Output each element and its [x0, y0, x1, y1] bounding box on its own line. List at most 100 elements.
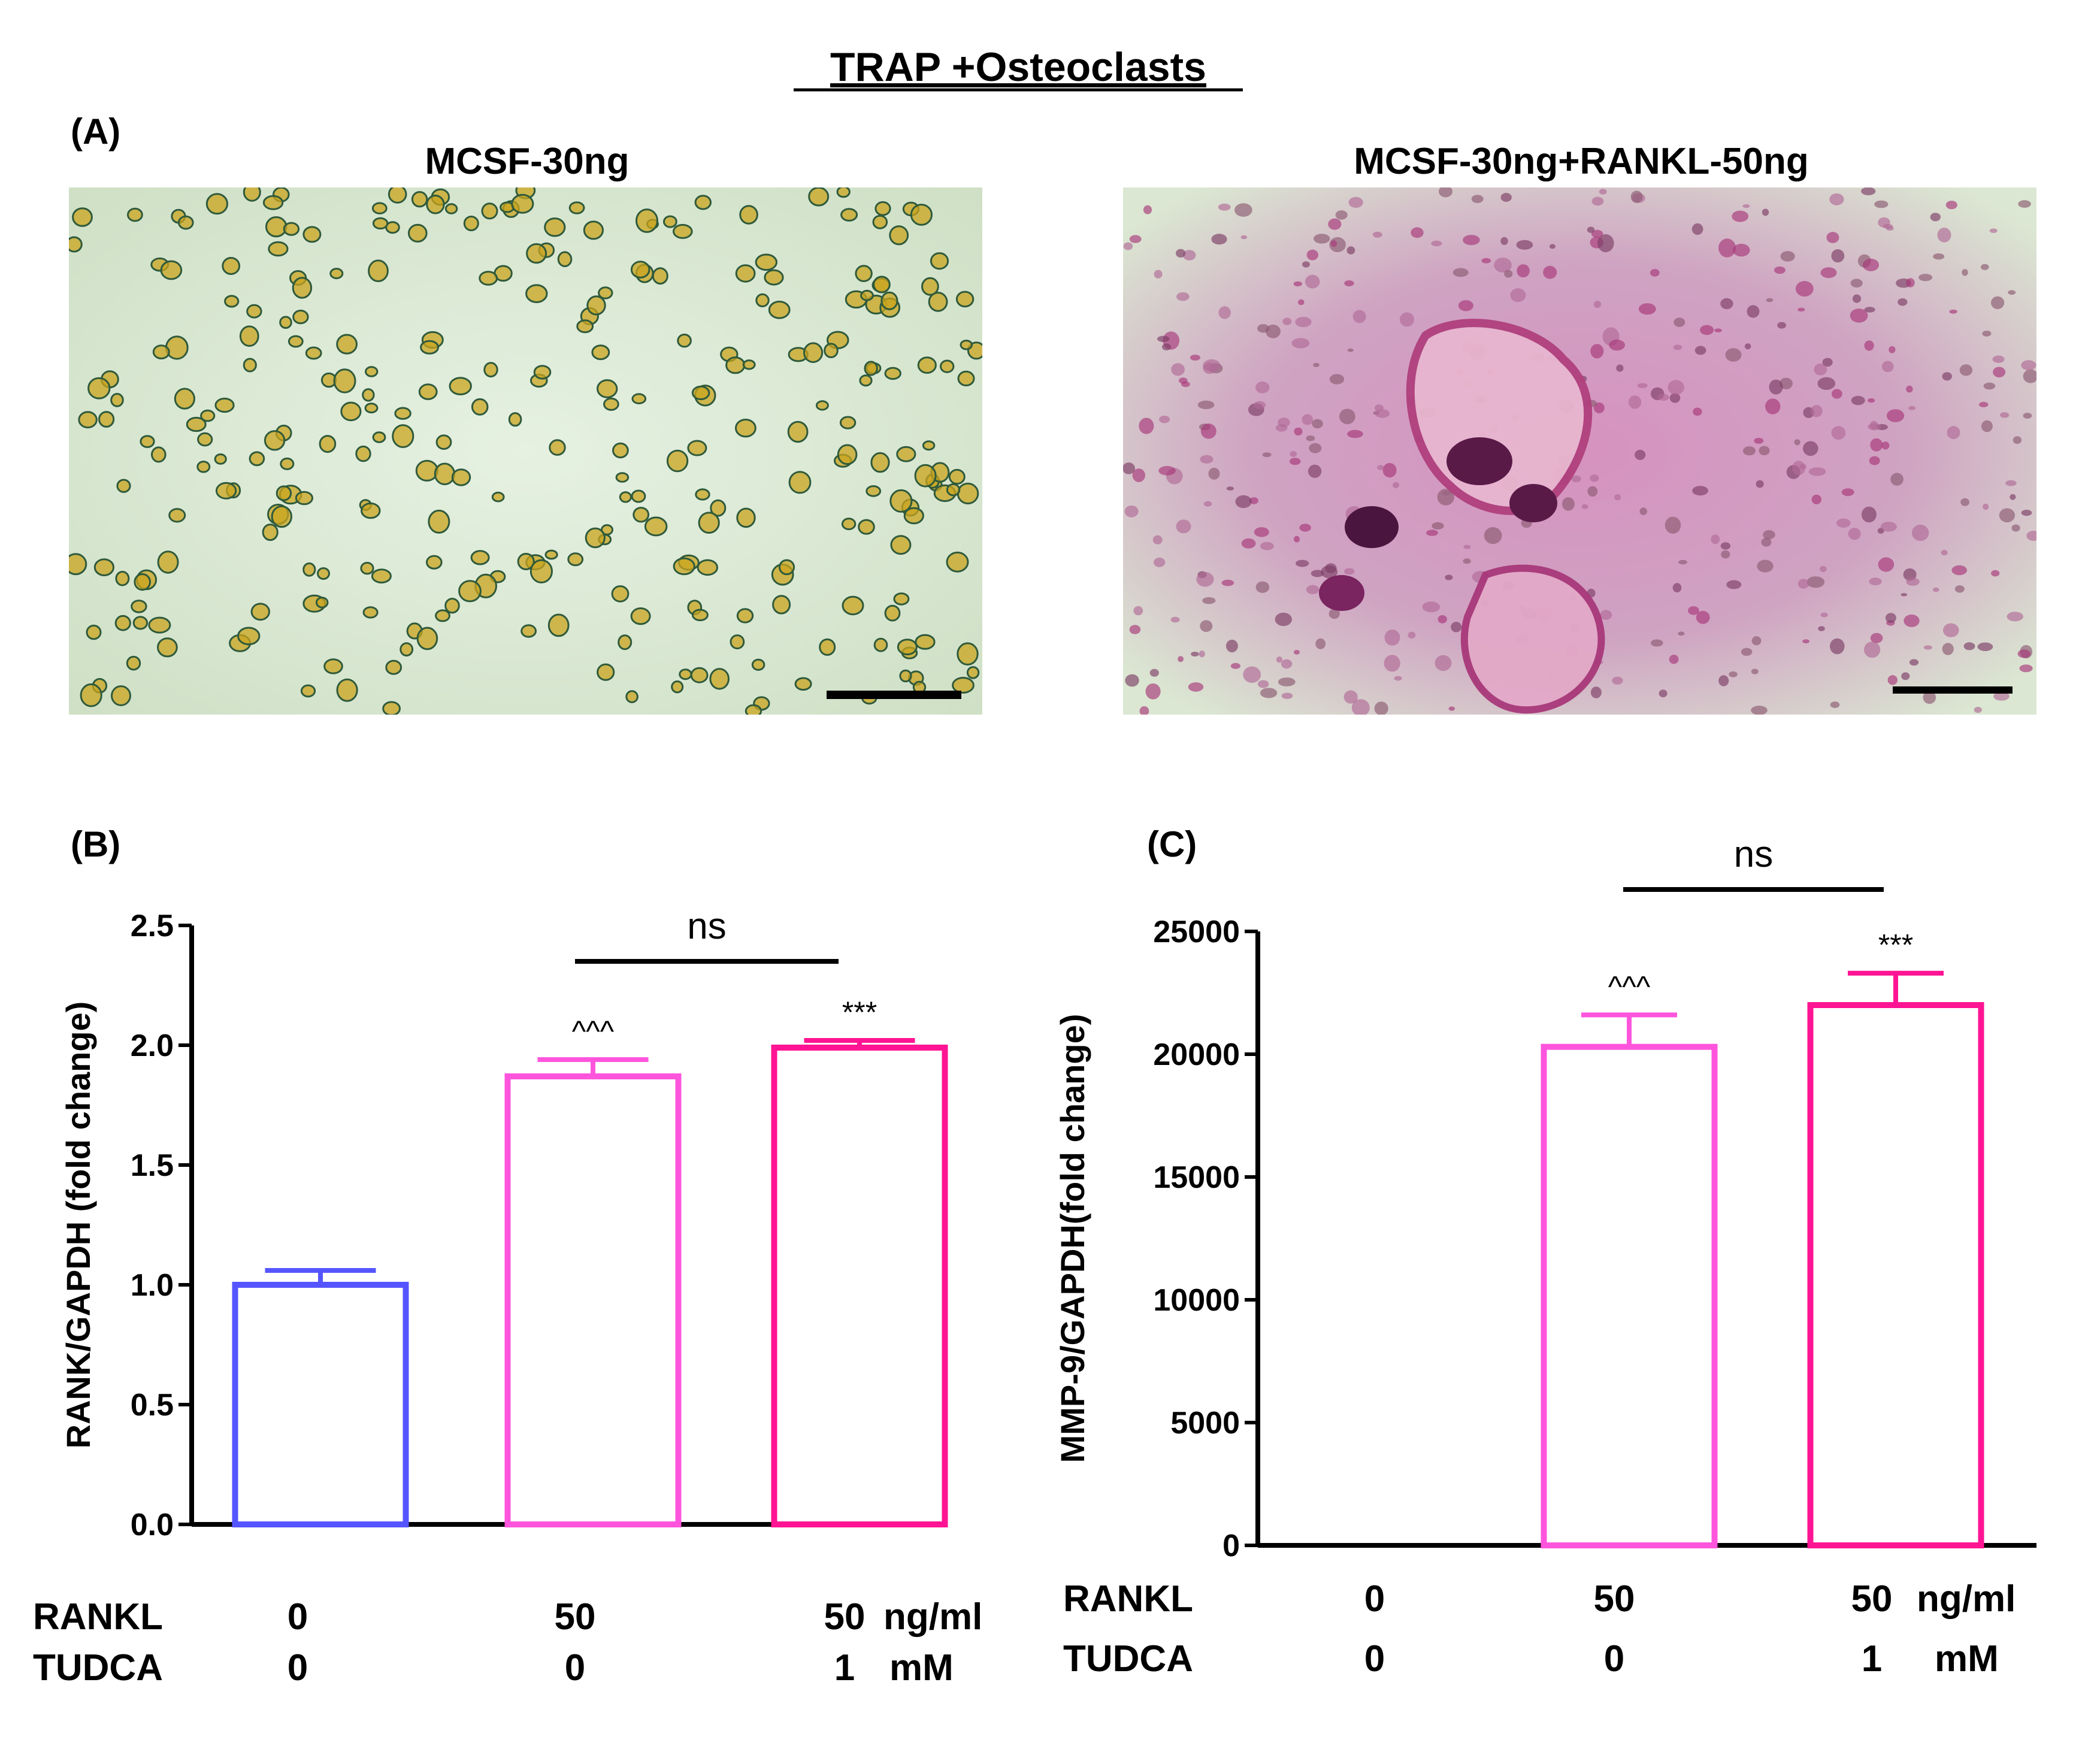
cell: [372, 217, 389, 230]
cell: [1494, 258, 1512, 273]
cell: [839, 416, 857, 429]
cell: [1673, 344, 1682, 350]
cell: [2019, 664, 2033, 673]
cell: [1721, 550, 1730, 559]
cell: [1197, 400, 1215, 410]
y-axis-label: RANK/GAPDH (fold change): [59, 1001, 97, 1449]
cell: [603, 397, 619, 411]
cell: [80, 683, 102, 707]
cell: [772, 595, 791, 615]
cell: [636, 208, 658, 233]
cell: [1769, 379, 1783, 395]
cell: [1309, 443, 1322, 453]
cell: [1991, 570, 2000, 577]
cell: [858, 519, 875, 535]
cell: [1659, 689, 1668, 698]
cell: [1923, 691, 1936, 704]
cell: [1500, 193, 1512, 202]
cell: [411, 191, 428, 208]
significance-marker: ***: [1878, 928, 1913, 962]
cell: [819, 638, 836, 656]
cell: [1762, 208, 1769, 216]
x-row-value: 0: [565, 1647, 585, 1689]
cell: [1906, 577, 1920, 586]
cell: [1941, 549, 1948, 556]
cell: [1808, 467, 1826, 476]
cell: [1688, 606, 1699, 615]
cell: [279, 316, 292, 329]
cell: [262, 524, 279, 541]
cell: [224, 295, 240, 308]
cell: [1382, 463, 1397, 478]
cell: [615, 472, 630, 483]
cell: [168, 508, 186, 523]
cell: [69, 236, 83, 253]
cell: [1977, 642, 1993, 652]
cell: [1290, 451, 1297, 457]
cell: [111, 685, 131, 706]
cell: [239, 325, 259, 347]
cell: [1951, 565, 1967, 576]
cell: [1463, 544, 1471, 549]
cell: [1218, 306, 1231, 319]
cell: [1313, 362, 1320, 367]
cell: [2023, 369, 2036, 383]
cell: [426, 555, 443, 570]
cell: [365, 366, 379, 377]
osteoclast-nucleus: [1446, 437, 1512, 485]
cell: [1431, 240, 1442, 247]
cell: [1278, 677, 1296, 686]
cell: [1510, 288, 1526, 302]
panel-label: (B): [71, 824, 120, 864]
cell: [695, 488, 710, 501]
cell: [666, 449, 689, 473]
cell: [1852, 294, 1862, 303]
cell: [1850, 308, 1868, 323]
cell: [1348, 196, 1363, 208]
cell: [471, 398, 489, 416]
cell: [948, 468, 966, 485]
cell: [1200, 455, 1214, 464]
cell: [479, 271, 498, 286]
cell: [1351, 699, 1370, 715]
cell: [132, 616, 149, 630]
cell: [444, 203, 458, 214]
cell: [1904, 614, 1920, 627]
cell: [1868, 398, 1875, 403]
cell: [1650, 269, 1660, 277]
cell: [525, 284, 548, 304]
cell: [1302, 414, 1314, 425]
cell: [694, 195, 712, 210]
bar: [771, 1045, 948, 1527]
cell: [1630, 190, 1643, 203]
cell: [1243, 666, 1261, 683]
cell: [1293, 281, 1302, 287]
cell: [1123, 242, 1133, 250]
cell: [1831, 249, 1845, 263]
cell: [966, 666, 980, 679]
cell: [1154, 270, 1163, 279]
cell: [1275, 424, 1288, 432]
cell: [186, 416, 207, 432]
cell: [1571, 475, 1581, 483]
cell: [1880, 522, 1897, 532]
cell: [205, 193, 228, 215]
cell: [677, 334, 692, 348]
cell: [1890, 473, 1904, 486]
cell: [1820, 267, 1837, 279]
cell: [698, 512, 720, 534]
cell: [946, 551, 969, 573]
cell: [1253, 401, 1266, 409]
cell: [1960, 498, 1970, 506]
cell: [940, 359, 955, 373]
cell: [930, 252, 949, 270]
cell: [903, 507, 924, 525]
cell: [910, 204, 933, 226]
cell: [87, 377, 111, 400]
cell: [928, 292, 948, 312]
cell: [237, 627, 261, 646]
cell: [690, 667, 709, 683]
cell: [1432, 522, 1444, 530]
cell: [1901, 593, 1908, 597]
cell: [1718, 238, 1736, 258]
